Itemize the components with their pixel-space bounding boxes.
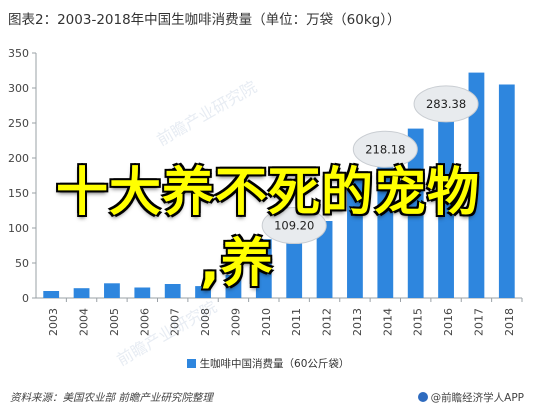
x-tick-label: 2004 — [78, 308, 91, 336]
x-tick-label: 2003 — [47, 308, 60, 336]
x-tick-label: 2010 — [260, 308, 273, 336]
bar-2007 — [164, 284, 181, 298]
annotations: 109.20 218.18 283.38 — [261, 85, 479, 245]
data-label-2014: 218.18 — [365, 142, 405, 156]
y-tick-label: 300 — [8, 82, 29, 95]
brand-label: @前瞻经济学人APP — [430, 392, 524, 404]
x-tick-label: 2012 — [321, 308, 334, 336]
bars — [43, 72, 515, 299]
x-tick-label: 2005 — [108, 308, 121, 336]
bar-2018 — [498, 84, 515, 298]
bar-2016 — [438, 99, 454, 299]
legend-label: 生咖啡中国消费量（60公斤袋） — [199, 358, 350, 370]
bar-2017 — [468, 72, 485, 298]
y-tick-label: 250 — [8, 117, 29, 130]
y-tick-label: 0 — [22, 292, 29, 305]
bar-2006 — [134, 287, 151, 298]
bar-2005 — [104, 283, 120, 298]
tick-labels: 0 50 100 150 200 250 300 350 2003 2004 2005 2006 200… — [8, 47, 516, 336]
bar-2003 — [43, 291, 60, 298]
x-tick-label: 2017 — [472, 308, 485, 336]
chart-title: 图表2：2003-2018年中国生咖啡消费量（单位：万袋（60kg）） — [8, 12, 401, 28]
x-tick-label: 2009 — [229, 308, 242, 336]
annotation-bubble — [261, 207, 327, 245]
y-tick-label: 350 — [8, 47, 29, 60]
annotation-bubble — [413, 85, 479, 123]
x-tick-label: 2011 — [290, 308, 303, 336]
bar-2015 — [407, 128, 424, 298]
x-tick-label: 2007 — [169, 308, 182, 336]
bar-2014 — [377, 145, 394, 298]
x-tick-label: 2008 — [199, 308, 212, 336]
y-tick-label: 150 — [8, 187, 29, 200]
x-tick-label: 2006 — [138, 308, 151, 336]
data-label-2011: 109.20 — [274, 219, 314, 233]
y-tick-label: 200 — [8, 152, 29, 165]
bar-2013 — [347, 179, 363, 298]
brand-footer: @前瞻经济学人APP — [417, 390, 524, 405]
x-tick-label: 2018 — [503, 308, 516, 336]
data-label-2016: 283.38 — [426, 97, 466, 111]
bar-2008 — [195, 286, 211, 298]
bar-2010 — [255, 239, 272, 298]
legend-swatch — [186, 359, 196, 368]
bar-2012 — [316, 221, 333, 298]
bar-2009 — [225, 274, 242, 298]
x-tick-label: 2016 — [442, 308, 455, 336]
bar-2004 — [73, 288, 90, 298]
brand-logo-icon — [417, 392, 428, 402]
y-tick-label: 100 — [8, 222, 29, 235]
source-note: 资料来源：美国农业部 前瞻产业研究院整理 — [10, 392, 213, 404]
x-tick-label: 2015 — [412, 308, 425, 336]
x-tick-label: 2013 — [351, 308, 364, 336]
y-tick-label: 50 — [15, 257, 29, 270]
annotation-bubble — [352, 130, 418, 168]
legend: 生咖啡中国消费量（60公斤袋） — [0, 356, 536, 371]
x-tick-label: 2014 — [381, 308, 394, 336]
